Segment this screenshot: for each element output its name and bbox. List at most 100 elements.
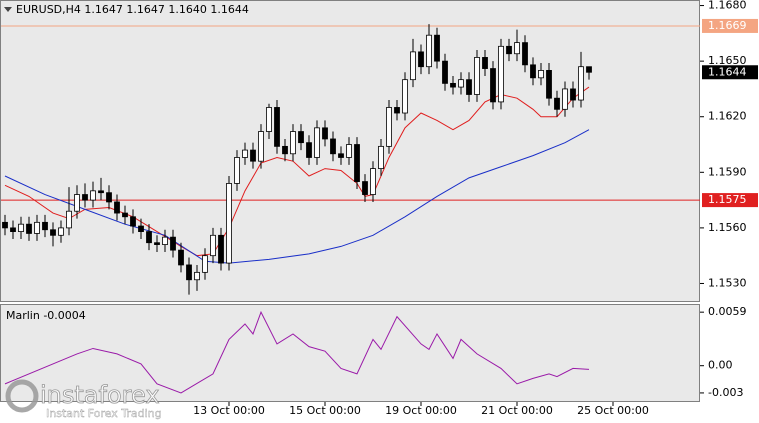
candle-body [474, 57, 480, 95]
candle-body [58, 227, 64, 236]
x-tick-label: 19 Oct 00:00 [385, 404, 457, 417]
candle-body [50, 229, 56, 236]
level-label: 1.1575 [708, 193, 747, 206]
level-label-box [702, 193, 758, 208]
candle-body [490, 68, 496, 103]
x-tick-label: 25 Oct 00:00 [577, 404, 649, 417]
candle-body [170, 236, 176, 251]
candle-body [506, 45, 512, 55]
candle-body [114, 201, 120, 214]
candle-body [402, 79, 408, 114]
candle-body [338, 153, 344, 158]
watermark-brand: instaforex [40, 381, 160, 409]
watermark-logo [5, 379, 39, 413]
candle-body [410, 51, 416, 81]
candle-body [386, 107, 392, 147]
last-price-box [702, 65, 758, 80]
candle-body [330, 138, 336, 155]
y-tick-label: -0.003 [708, 386, 743, 399]
last-price-label: 1.1644 [708, 65, 747, 78]
candle-body [226, 183, 232, 264]
candle-body [218, 234, 224, 264]
x-tick-label: 21 Oct 00:00 [481, 404, 553, 417]
y-tick-label: 0.00 [708, 359, 733, 372]
candle-body [282, 145, 288, 155]
y-tick-label: 1.1620 [708, 110, 747, 123]
y-tick-label: 1.1680 [708, 0, 747, 12]
x-tick-label: 15 Oct 00:00 [289, 404, 361, 417]
candle-body [298, 131, 304, 144]
candle-body [322, 127, 328, 140]
candle-body [250, 149, 256, 162]
candle-body [2, 221, 8, 229]
moving-average [4, 129, 590, 264]
candle-body [362, 181, 368, 195]
candle-body [482, 57, 488, 69]
oscillator-panel [0, 304, 700, 402]
oscillator-line [4, 310, 590, 394]
candle-body [274, 107, 280, 147]
candle-body [234, 157, 240, 184]
candle-body [458, 79, 464, 88]
candle-body [418, 51, 424, 68]
indicator-title: Marlin -0.0004 [6, 309, 86, 322]
candle-body [578, 66, 584, 101]
candle-body [450, 82, 456, 88]
candle-body [370, 168, 376, 195]
candle-body [570, 88, 576, 101]
y-tick-label: 0.0059 [708, 305, 747, 318]
candle-body [34, 221, 40, 234]
y-tick-label: 1.1560 [708, 221, 747, 234]
candle-body [434, 34, 440, 62]
x-tick-label: 13 Oct 00:00 [193, 404, 265, 417]
candle-body [538, 70, 544, 79]
y-tick-label: 1.1650 [708, 54, 747, 67]
menu-triangle[interactable] [4, 7, 12, 12]
candle-body [194, 271, 200, 281]
candle-body [346, 144, 352, 158]
candle-body [290, 131, 296, 155]
candle-body [394, 107, 400, 114]
candle-body [306, 142, 312, 158]
candle-body [18, 223, 24, 232]
candle-body [498, 45, 504, 103]
candle-body [258, 131, 264, 162]
candle-body [530, 64, 536, 79]
candle-body [82, 194, 88, 201]
candle-body [378, 145, 384, 170]
y-tick-label: 1.1530 [708, 276, 747, 289]
candle-body [178, 249, 184, 266]
candle-body [26, 223, 32, 234]
candle-body [210, 234, 216, 257]
watermark: instaforex Instant Forex Trading [5, 379, 162, 420]
candle-body [106, 192, 112, 203]
candle-body [562, 88, 568, 110]
chart-title: EURUSD,H4 1.1647 1.1647 1.1640 1.1644 [16, 3, 249, 16]
candle-body [266, 107, 272, 132]
candle-body [146, 231, 152, 244]
candle-body [138, 225, 144, 232]
candle-body [130, 216, 136, 227]
candle-body [522, 42, 528, 66]
candle-body [586, 66, 592, 73]
candle-body [98, 190, 104, 194]
candle-body [554, 97, 560, 110]
candle-body [514, 42, 520, 55]
candle-body [10, 227, 16, 232]
candle-body [74, 194, 80, 212]
candle-body [466, 79, 472, 95]
candle-body [202, 255, 208, 273]
candle-body [546, 70, 552, 99]
candle-body [242, 149, 248, 158]
candle-body [122, 212, 128, 218]
candle-body [314, 127, 320, 158]
candle-body [186, 264, 192, 281]
candle-body [354, 144, 360, 182]
candle-body [426, 34, 432, 68]
level-label-box [702, 18, 758, 33]
candle-body [442, 60, 448, 84]
candle-body [66, 210, 72, 229]
y-tick-label: 1.1590 [708, 165, 747, 178]
